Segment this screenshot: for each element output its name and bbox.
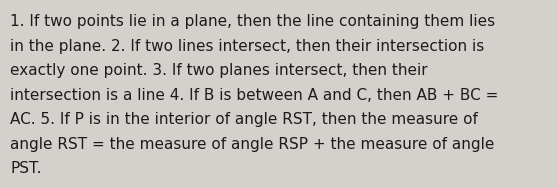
Text: exactly one point. 3. If two planes intersect, then their: exactly one point. 3. If two planes inte…	[10, 63, 427, 78]
Text: PST.: PST.	[10, 161, 41, 176]
Text: angle RST = the measure of angle RSP + the measure of angle: angle RST = the measure of angle RSP + t…	[10, 136, 494, 152]
Text: AC. 5. If P is in the interior of angle RST, then the measure of: AC. 5. If P is in the interior of angle …	[10, 112, 478, 127]
Text: in the plane. 2. If two lines intersect, then their intersection is: in the plane. 2. If two lines intersect,…	[10, 39, 484, 54]
Text: 1. If two points lie in a plane, then the line containing them lies: 1. If two points lie in a plane, then th…	[10, 14, 495, 29]
Text: intersection is a line 4. If B is between A and C, then AB + BC =: intersection is a line 4. If B is betwee…	[10, 87, 498, 102]
